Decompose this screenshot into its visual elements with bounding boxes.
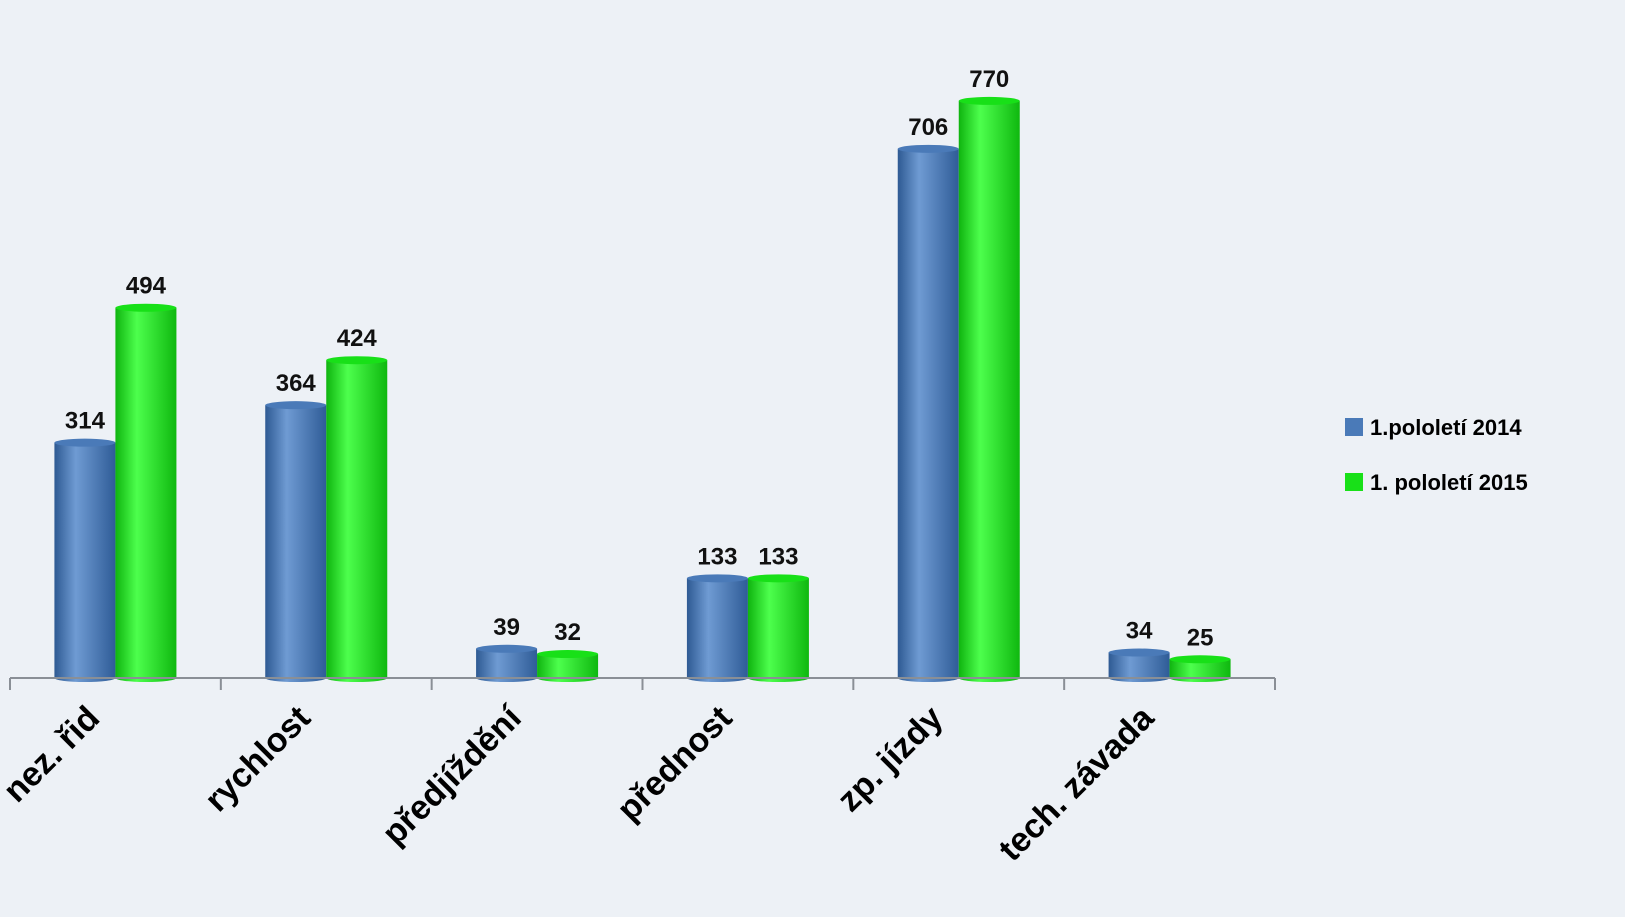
bar-series2-3 [747, 574, 809, 682]
bars-layer [54, 96, 1231, 682]
bar-series1-4 [897, 144, 959, 682]
legend-swatch [1345, 418, 1363, 436]
bar-series1-1 [265, 401, 327, 682]
bar-body [537, 654, 599, 678]
bar-top-cap [537, 650, 599, 659]
x-tick-label: tech. závada [991, 698, 1162, 869]
bar-series1-0 [54, 438, 116, 682]
x-tick-label: nez. řid [0, 699, 107, 810]
bar-body [1108, 652, 1170, 678]
data-label: 770 [969, 66, 1009, 93]
bar-top-cap [54, 438, 116, 447]
bar-series2-0 [115, 303, 177, 682]
legend-swatch [1345, 473, 1363, 491]
bar-top-cap [265, 401, 327, 410]
value-labels-layer: 314 494 364 424 39 32 133 133 706 770 34 25 [65, 66, 1214, 651]
bar-body [476, 648, 538, 678]
data-label: 133 [697, 543, 737, 570]
bar-body [686, 578, 748, 678]
bar-top-cap [958, 96, 1020, 105]
data-label: 34 [1126, 618, 1153, 645]
bar-top-cap [897, 144, 959, 153]
data-label: 424 [337, 325, 378, 352]
data-label: 25 [1187, 624, 1214, 651]
bar-series2-1 [326, 356, 388, 682]
bar-series2-4 [958, 96, 1020, 682]
bar-body [326, 360, 388, 678]
data-label: 494 [126, 273, 167, 300]
data-label: 314 [65, 408, 106, 435]
bar-top-cap [1169, 655, 1231, 664]
data-label: 39 [493, 614, 520, 641]
bar-body [54, 442, 116, 678]
bar-top-cap [747, 574, 809, 583]
data-label: 133 [758, 543, 798, 570]
bar-body [958, 100, 1020, 678]
data-label: 706 [908, 114, 948, 141]
legend-label: 1.pololetí 2014 [1370, 415, 1522, 440]
x-tick-label: předjíždění [375, 698, 530, 853]
bar-top-cap [326, 356, 388, 365]
data-label: 364 [276, 370, 317, 397]
bar-top-cap [115, 303, 177, 312]
x-tick-label: rychlost [198, 699, 318, 819]
x-tick-label: zp. jízdy [830, 699, 950, 819]
bar-body [265, 405, 327, 678]
bar-body [897, 148, 959, 678]
bar-series1-2 [476, 644, 538, 682]
bar-body [1169, 659, 1231, 678]
x-tick-label: přednost [610, 699, 740, 829]
bar-body [115, 307, 177, 678]
x-axis: nez. řid rychlost předjíždění přednost zp. j… [0, 677, 1276, 869]
bar-top-cap [476, 644, 538, 653]
data-label: 32 [554, 619, 581, 646]
bar-top-cap [686, 574, 748, 583]
bar-body [747, 578, 809, 678]
bar-series1-5 [1108, 648, 1170, 682]
legend-label: 1. pololetí 2015 [1370, 470, 1528, 495]
legend: 1.pololetí 2014 1. pololetí 2015 [1345, 415, 1528, 495]
bar-series1-3 [686, 574, 748, 682]
bar-top-cap [1108, 648, 1170, 657]
